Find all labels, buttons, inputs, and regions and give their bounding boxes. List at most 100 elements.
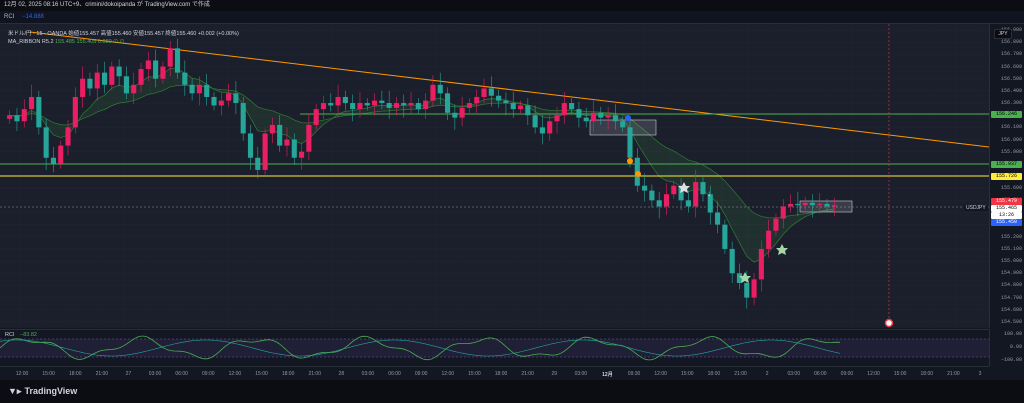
candle	[189, 84, 195, 94]
candle	[693, 182, 699, 207]
candle	[204, 84, 210, 97]
chart-legend: 米ドル/円 · 15 · OANDA 始値155.457 高値155.460 安…	[8, 30, 239, 46]
candle	[415, 103, 421, 110]
candle	[65, 127, 71, 146]
star-marker[interactable]	[678, 182, 690, 193]
rci-tick: 0.00	[1009, 344, 1022, 350]
price-tick: 154.500	[1000, 318, 1022, 325]
legend-indicator-line: MA_RIBBON R5.2 155.485 155.405 0.080 ∅ ∅	[8, 38, 239, 46]
candle	[751, 279, 757, 298]
candle	[423, 100, 429, 110]
candle	[131, 84, 137, 94]
price-tick: 154.700	[1000, 294, 1022, 301]
currency-label[interactable]: JPY	[994, 29, 1012, 39]
candle	[780, 206, 786, 219]
indicator-values: 155.485 155.405 0.080 ∅ ∅	[55, 39, 125, 45]
candle	[620, 121, 626, 128]
time-tick: 12:00	[228, 371, 242, 377]
star-marker[interactable]	[739, 272, 751, 283]
signal-marker-blue[interactable]	[625, 115, 631, 121]
candle	[663, 194, 670, 207]
rci-axis[interactable]: 100.00 0.00 −100.00	[989, 329, 1024, 366]
candle	[36, 96, 42, 128]
candle	[802, 202, 808, 206]
indicator-name: MA_RIBBON R5.2	[8, 39, 54, 45]
candle	[539, 127, 545, 134]
time-tick: 3	[978, 371, 982, 377]
price-label-ask: 155.479	[991, 198, 1022, 205]
candle	[393, 103, 400, 108]
candle	[809, 202, 816, 206]
rci-header: RCI −14.888	[0, 11, 1024, 24]
candle	[21, 109, 27, 122]
price-label-countdown: 13:26	[991, 212, 1022, 219]
signal-marker-orange[interactable]	[635, 171, 641, 177]
candle	[408, 103, 414, 106]
candle	[372, 100, 378, 106]
rci-header-value: −14.888	[22, 14, 44, 20]
price-pane[interactable]: ↓	[0, 24, 989, 328]
price-label-bid: 155.450	[991, 219, 1022, 226]
range-box-right[interactable]	[799, 200, 853, 213]
candle	[167, 48, 173, 67]
candle	[58, 145, 64, 164]
candle	[240, 103, 246, 134]
candle	[72, 96, 78, 128]
candle	[444, 93, 451, 113]
price-tick: 156.600	[1000, 63, 1022, 70]
price-tick: 156.400	[1000, 87, 1022, 94]
tradingview-logo[interactable]: ▼▸ TradingView	[8, 386, 77, 397]
time-tick: 29	[551, 371, 557, 377]
candle	[306, 124, 312, 152]
time-tick: 06:00	[814, 371, 827, 377]
trend-line[interactable]	[29, 31, 989, 148]
price-tick: 155.600	[1000, 185, 1022, 192]
candle	[350, 103, 356, 110]
candle	[291, 139, 297, 158]
price-axis[interactable]: 156.900156.800156.700156.600156.500156.4…	[989, 24, 1024, 328]
tv-icon: ▼▸	[8, 386, 22, 396]
arrow-down-icon[interactable]: ↓	[707, 189, 711, 198]
candlestick-chart[interactable]: ↓	[0, 24, 989, 328]
price-tick: 155.200	[1000, 233, 1022, 240]
time-tick: 15:00	[468, 371, 481, 377]
candle	[364, 103, 370, 106]
price-tick: 156.700	[1000, 51, 1022, 58]
time-tick: 12:00	[867, 371, 880, 377]
candle	[517, 105, 524, 110]
price-tick: 156.800	[1000, 39, 1022, 46]
rci-tick: −100.00	[1000, 357, 1022, 363]
price-tick: 156.000	[1000, 136, 1022, 143]
time-tick: 09:00	[840, 371, 854, 377]
alert-marker[interactable]	[884, 318, 894, 328]
rci-tick: 100.00	[1003, 331, 1022, 337]
time-tick: 15:00	[681, 371, 694, 377]
candle	[145, 60, 151, 69]
price-tick: 155.900	[1000, 148, 1022, 155]
rci-header-label: RCI	[4, 14, 15, 20]
time-tick: 28	[338, 371, 345, 377]
rci-pane[interactable]: RCI −83.82	[0, 329, 989, 367]
footer: ▼▸ TradingView	[0, 380, 1024, 403]
candle	[758, 248, 764, 280]
star-marker[interactable]	[776, 244, 788, 255]
candle	[671, 185, 677, 195]
candle	[627, 127, 633, 158]
candle	[284, 139, 290, 146]
rci-pane-value: −83.82	[20, 332, 37, 338]
candle	[715, 212, 721, 225]
symbol-tag: USDJPY	[964, 205, 988, 211]
candle	[94, 72, 100, 89]
candle	[466, 103, 472, 108]
time-tick: 15:00	[255, 371, 268, 377]
brand-name: TradingView	[24, 386, 78, 396]
candle	[590, 112, 597, 122]
candle	[452, 112, 458, 118]
candle	[218, 100, 224, 106]
time-axis[interactable]: 12:00 15:00 18:00 21:00 27 03:00 06:00 09:00 12:…	[0, 366, 989, 381]
signal-marker-orange[interactable]	[627, 158, 633, 164]
rci-pane-legend: RCI −83.82	[5, 332, 37, 338]
candle	[795, 203, 801, 206]
candle	[379, 100, 385, 104]
time-tick: 21:00	[308, 371, 321, 377]
